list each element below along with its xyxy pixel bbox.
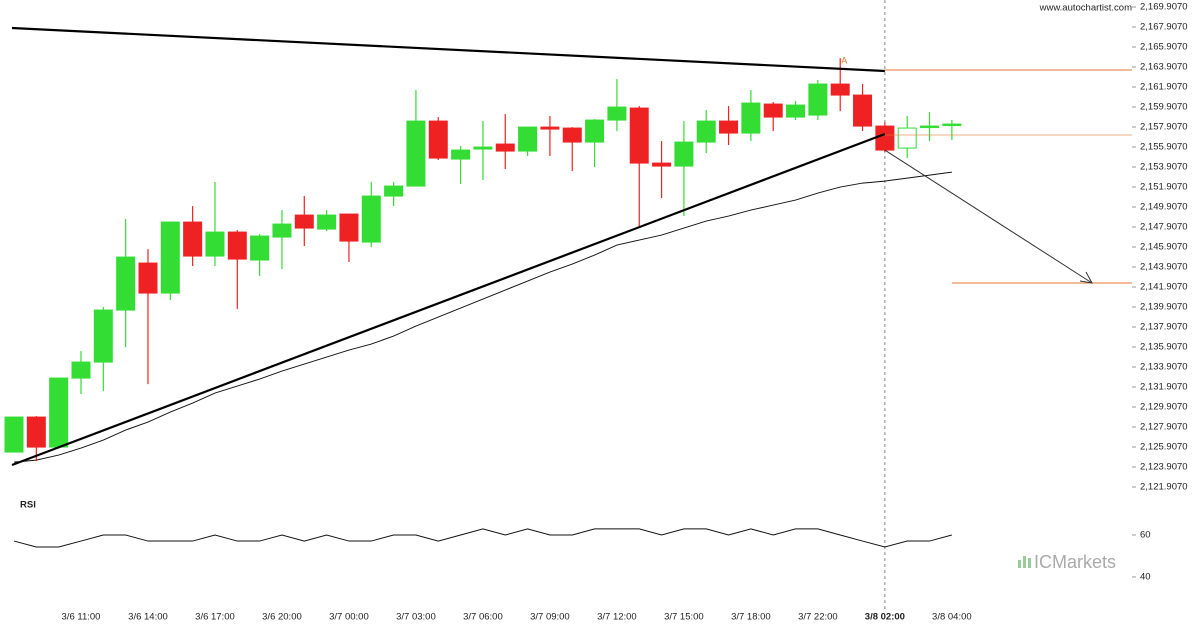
y-tick-label: 2,129.9070: [1140, 402, 1188, 413]
candle-body: [518, 126, 538, 152]
candle-body: [875, 125, 895, 151]
candle-body: [562, 127, 582, 143]
x-tick-label: 3/8 04:00: [932, 612, 972, 623]
candle-body: [4, 416, 24, 453]
candle-body: [183, 221, 203, 257]
y-tick-label: 2,161.9070: [1140, 82, 1188, 93]
y-tick-label: 2,121.9070: [1140, 482, 1188, 493]
y-tick-label: 2,143.9070: [1140, 262, 1188, 273]
candle-body: [384, 185, 404, 197]
candle-body: [71, 361, 91, 379]
x-tick-label: 3/7 15:00: [664, 612, 704, 623]
y-tick-label: 2,167.9070: [1140, 22, 1188, 33]
y-tick-label: 2,139.9070: [1140, 302, 1188, 313]
candle-body: [853, 94, 873, 127]
candle-body: [93, 309, 113, 363]
y-tick-label: 2,163.9070: [1140, 62, 1188, 73]
x-tick-label: 3/7 22:00: [798, 612, 838, 623]
candle-body: [763, 103, 783, 118]
candle-body: [540, 126, 560, 130]
rsi-title: RSI: [20, 500, 36, 511]
candle-body: [786, 104, 806, 118]
y-tick-label: 2,151.9070: [1140, 182, 1188, 193]
y-tick-label: 2,141.9070: [1140, 282, 1188, 293]
arrow-head: [1079, 271, 1093, 284]
brand: ICMarkets: [1034, 552, 1116, 572]
candle-body: [339, 213, 359, 242]
watermark: www.autochartist.com: [1039, 3, 1132, 14]
y-tick-label: 2,157.9070: [1140, 122, 1188, 133]
candle-body: [451, 149, 471, 160]
x-tick-label: 3/6 17:00: [195, 612, 235, 623]
candle-body: [942, 123, 962, 127]
candle-body: [495, 143, 515, 152]
x-tick-label: 3/7 09:00: [530, 612, 570, 623]
y-tick-label: 2,165.9070: [1140, 42, 1188, 53]
y-tick-label: 40: [1140, 571, 1151, 582]
y-tick-label: 2,131.9070: [1140, 382, 1188, 393]
y-tick-label: 2,149.9070: [1140, 202, 1188, 213]
y-tick-label: 2,147.9070: [1140, 222, 1188, 233]
x-tick-label: 3/7 00:00: [329, 612, 369, 623]
candle-body: [696, 120, 716, 143]
brand-logo: ICMarkets: [1018, 552, 1116, 572]
candle-body: [629, 107, 649, 164]
candle-body: [138, 262, 158, 294]
candle-body: [294, 214, 314, 229]
candle-body: [227, 231, 247, 260]
candle-body: [317, 214, 337, 230]
moving-average: [13, 171, 952, 463]
y-tick-label: 2,145.9070: [1140, 242, 1188, 253]
resistance-line: [11, 26, 885, 73]
candle-body: [473, 146, 493, 150]
candle-body: [920, 125, 940, 129]
candle-body: [897, 127, 917, 149]
y-tick-label: 2,127.9070: [1140, 422, 1188, 433]
x-tick-label: 3/7 06:00: [463, 612, 503, 623]
candle-body: [49, 377, 69, 448]
candle-body: [26, 416, 46, 448]
candle-body: [160, 221, 180, 294]
x-tick-label: 3/7 03:00: [396, 612, 436, 623]
candle-body: [272, 223, 292, 238]
candle-body: [652, 162, 672, 167]
y-tick-label: 2,135.9070: [1140, 342, 1188, 353]
point-label: A: [841, 55, 847, 65]
candle-body: [607, 106, 627, 121]
y-tick-label: 2,153.9070: [1140, 162, 1188, 173]
rsi-line: [13, 528, 952, 548]
y-tick-label: 2,155.9070: [1140, 142, 1188, 153]
y-tick-label: 2,137.9070: [1140, 322, 1188, 333]
candle-body: [205, 231, 225, 257]
x-tick-label: 3/7 18:00: [731, 612, 771, 623]
y-tick-label: 2,125.9070: [1140, 442, 1188, 453]
candle-body: [719, 120, 739, 134]
y-tick-label: 2,123.9070: [1140, 462, 1188, 473]
x-tick-label: 3/6 14:00: [128, 612, 168, 623]
candle-body: [428, 120, 448, 159]
candle-body: [674, 141, 694, 167]
y-tick-label: 60: [1140, 529, 1151, 540]
y-tick-label: 2,133.9070: [1140, 362, 1188, 373]
forecast-arrow: [884, 149, 1093, 284]
candle-body: [116, 256, 136, 311]
x-tick-label: 3/6 11:00: [62, 612, 101, 623]
x-tick-label: 3/6 20:00: [262, 612, 302, 623]
support-line: [11, 132, 886, 467]
y-tick-label: 2,159.9070: [1140, 102, 1188, 113]
candle-body: [830, 83, 850, 96]
candle-body: [250, 235, 270, 261]
x-tick-label: 3/8 02:00: [865, 612, 905, 623]
candle-body: [585, 119, 605, 143]
y-tick-label: 2,169.9070: [1140, 2, 1188, 13]
x-tick-label: 3/7 12:00: [597, 612, 637, 623]
candle-body: [361, 195, 381, 243]
candle-body: [808, 83, 828, 116]
candle-body: [741, 102, 761, 134]
candle-body: [406, 120, 426, 187]
